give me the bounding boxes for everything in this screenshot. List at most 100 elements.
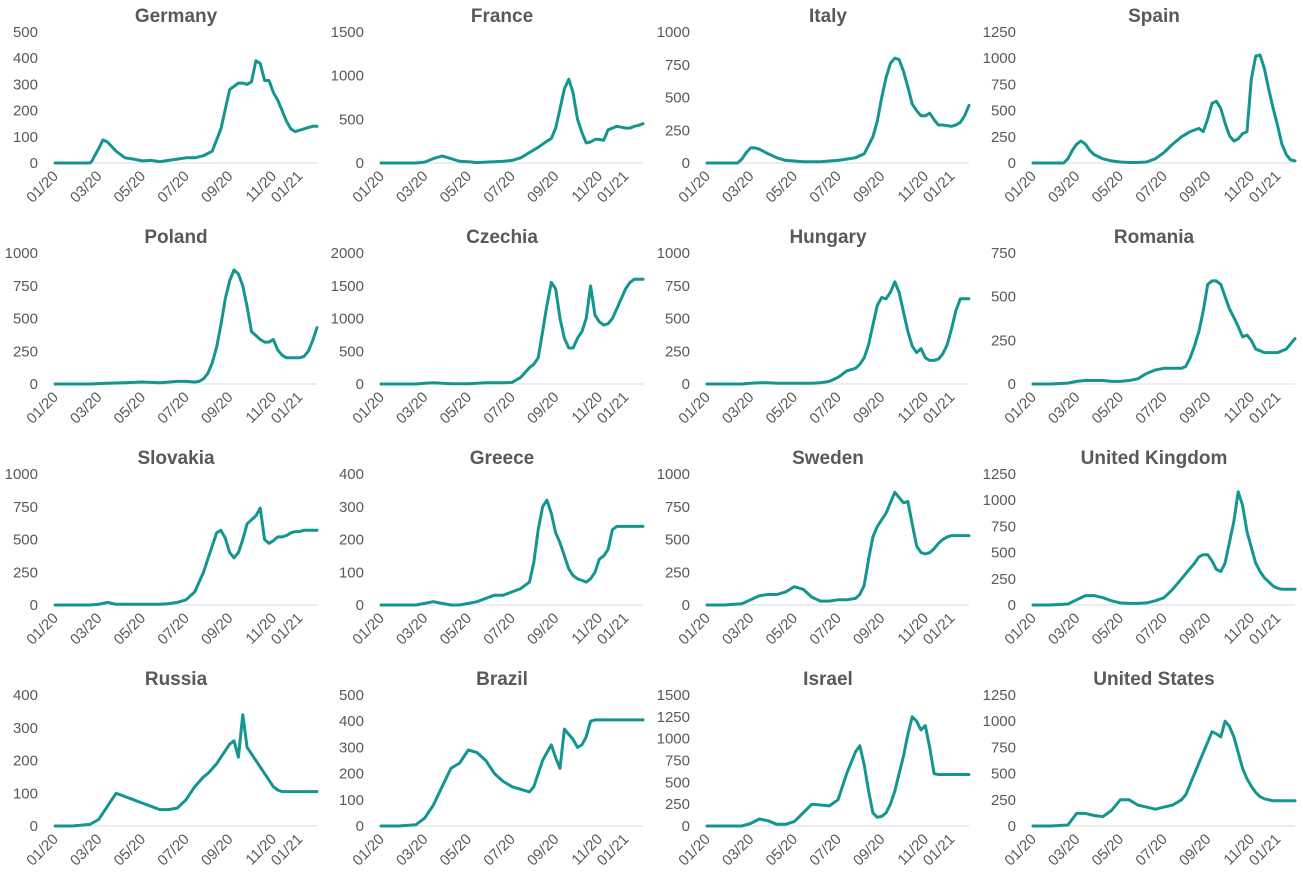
- y-tick-label: 500: [339, 687, 364, 704]
- x-tick-label: 05/20: [763, 389, 802, 428]
- y-tick-label: 250: [665, 343, 690, 360]
- chart-panel: United Kingdom 0 250 500 750 1000 1250 01/20 03/…: [978, 442, 1303, 663]
- series-line: [705, 715, 971, 828]
- y-tick-label: 250: [13, 564, 38, 581]
- y-tick-label: 750: [665, 57, 690, 74]
- series-line: [1031, 490, 1297, 607]
- x-tick-label: 09/20: [1176, 831, 1215, 870]
- y-tick-label: 250: [665, 564, 690, 581]
- y-tick-label: 100: [13, 785, 38, 802]
- y-tick-label: 0: [356, 376, 364, 393]
- y-tick-label: 1000: [983, 492, 1016, 509]
- y-tick-label: 500: [991, 545, 1016, 562]
- x-tick-label: 09/20: [524, 389, 563, 428]
- y-tick-label: 0: [356, 155, 364, 172]
- y-tick-label: 500: [991, 103, 1016, 120]
- y-tick-label: 0: [30, 376, 38, 393]
- y-tick-label: 1500: [657, 687, 690, 704]
- chart-panel: Czechia 0 500 1000 1500 2000 01/20 03/20 05/20 07…: [326, 221, 651, 442]
- chart-svg: United Kingdom 0 250 500 750 1000 1250 01/20 03/…: [983, 448, 1297, 649]
- chart-svg: Slovakia 0 250 500 750 1000 01/20 03/20 05/20 07/…: [5, 448, 319, 649]
- y-tick-label: 1000: [657, 24, 690, 41]
- y-tick-label: 1000: [657, 466, 690, 483]
- chart-title: Poland: [144, 227, 207, 248]
- chart-panel: Spain 0 250 500 750 1000 1250 01/20 03/20 05/20 07…: [978, 0, 1303, 221]
- x-tick-label: 09/20: [1176, 168, 1215, 207]
- chart-title: Romania: [1114, 227, 1195, 248]
- y-tick-label: 500: [13, 311, 38, 328]
- x-tick-label: 05/20: [111, 610, 150, 649]
- chart-panel: Slovakia 0 250 500 750 1000 01/20 03/20 05/20 07/…: [0, 442, 325, 663]
- y-tick-label: 1000: [5, 466, 38, 483]
- x-tick-label: 01/20: [349, 389, 388, 428]
- x-tick-label: 09/20: [524, 831, 563, 870]
- y-tick-label: 1000: [331, 311, 364, 328]
- chart-panel: United States 0 250 500 750 1000 1250 01/20 03/2…: [978, 663, 1303, 884]
- y-tick-label: 0: [30, 597, 38, 614]
- series-line: [53, 506, 319, 607]
- x-tick-label: 07/20: [1132, 168, 1171, 207]
- x-tick-label: 05/20: [1089, 389, 1128, 428]
- x-tick-label: 07/20: [480, 389, 519, 428]
- y-tick-label: 100: [339, 792, 364, 809]
- x-tick-label: 03/20: [719, 831, 758, 870]
- y-tick-label: 750: [13, 278, 38, 295]
- y-tick-label: 750: [13, 499, 38, 516]
- x-tick-label: 07/20: [806, 168, 845, 207]
- y-tick-label: 100: [339, 564, 364, 581]
- y-tick-label: 0: [1008, 155, 1016, 172]
- y-tick-label: 300: [339, 499, 364, 516]
- chart-title: Italy: [809, 6, 847, 27]
- x-tick-label: 05/20: [437, 168, 476, 207]
- chart-svg: Sweden 0 250 500 750 1000 01/20 03/20 05/20 07/20…: [657, 448, 971, 648]
- y-tick-label: 500: [13, 24, 38, 41]
- chart-title: Israel: [803, 669, 853, 690]
- chart-panel: France 0 500 1000 1500 01/20 03/20 05/20 07/20 09…: [326, 0, 651, 221]
- x-tick-label: 05/20: [763, 831, 802, 870]
- y-tick-label: 750: [991, 245, 1016, 262]
- y-tick-label: 750: [665, 753, 690, 770]
- chart-panel: Poland 0 250 500 750 1000 01/20 03/20 05/20 07/20…: [0, 221, 325, 442]
- x-tick-label: 09/20: [198, 831, 237, 870]
- chart-title: Russia: [145, 669, 208, 690]
- chart-title: Germany: [135, 6, 218, 27]
- x-tick-label: 07/20: [480, 168, 519, 207]
- y-tick-label: 0: [1008, 818, 1016, 835]
- x-tick-label: 07/20: [480, 610, 519, 649]
- y-tick-label: 750: [991, 76, 1016, 93]
- chart-svg: Italy 0 250 500 750 1000 01/20 03/20 05/20 07/20 0…: [657, 6, 971, 207]
- chart-svg: Russia 0 100 200 300 400 01/20 03/20 05/20 07/20 0…: [13, 669, 319, 870]
- y-tick-label: 1500: [331, 278, 364, 295]
- series-line: [705, 56, 971, 165]
- x-tick-label: 03/20: [719, 168, 758, 207]
- x-tick-label: 03/20: [393, 168, 432, 207]
- y-tick-label: 0: [30, 818, 38, 835]
- y-tick-label: 750: [665, 499, 690, 516]
- y-tick-label: 400: [339, 713, 364, 730]
- y-tick-label: 0: [682, 376, 690, 393]
- y-tick-label: 200: [13, 753, 38, 770]
- y-tick-label: 0: [30, 155, 38, 172]
- x-tick-label: 01/20: [1001, 610, 1040, 649]
- x-tick-label: 09/20: [850, 831, 889, 870]
- y-tick-label: 1250: [657, 709, 690, 726]
- x-tick-label: 07/20: [154, 610, 193, 649]
- y-tick-label: 1000: [983, 713, 1016, 730]
- chart-title: Sweden: [792, 448, 864, 469]
- y-tick-label: 250: [991, 571, 1016, 588]
- chart-title: Czechia: [466, 227, 538, 248]
- x-tick-label: 03/20: [1045, 168, 1084, 207]
- x-tick-label: 07/20: [1132, 831, 1171, 870]
- x-tick-label: 03/20: [719, 389, 758, 428]
- x-tick-label: 01/20: [23, 389, 62, 428]
- x-tick-label: 05/20: [1089, 610, 1128, 649]
- y-tick-label: 1000: [331, 68, 364, 85]
- series-line: [53, 59, 319, 165]
- x-tick-label: 07/20: [154, 389, 193, 428]
- x-tick-label: 09/20: [524, 610, 563, 649]
- y-tick-label: 750: [665, 278, 690, 295]
- x-tick-label: 07/20: [806, 389, 845, 428]
- y-tick-label: 500: [991, 289, 1016, 306]
- x-tick-label: 01/20: [675, 168, 714, 207]
- chart-svg: Czechia 0 500 1000 1500 2000 01/20 03/20 05/20 07…: [331, 227, 645, 428]
